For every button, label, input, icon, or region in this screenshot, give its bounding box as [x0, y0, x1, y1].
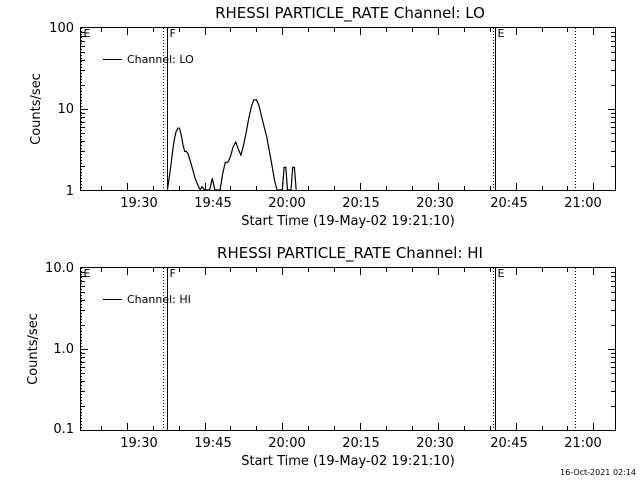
- lo-channel-panel: RHESSI PARTICLE_RATE Channel: LO E F E 1 1…: [29, 4, 616, 229]
- lo-x-tick-label: 19:45: [194, 196, 231, 211]
- lo-x-axis-label: Start Time (19-May-02 19:21:10): [241, 214, 455, 229]
- hi-event-marker-label: E: [498, 267, 505, 280]
- lo-x-tick-label: 21:00: [564, 196, 601, 211]
- generation-timestamp: 16-Oct-2021 02:14: [560, 468, 636, 477]
- lo-y-tick-label: 100: [49, 21, 74, 36]
- lo-x-tick-label: 19:30: [120, 196, 157, 211]
- hi-y-tick-label: 10.0: [45, 261, 74, 276]
- hi-event-marker-label: F: [170, 267, 176, 280]
- lo-chart-title: RHESSI PARTICLE_RATE Channel: LO: [215, 4, 485, 23]
- hi-x-tick-label: 19:45: [194, 436, 231, 451]
- lo-event-marker-label: F: [170, 27, 176, 40]
- lo-y-tick-label: 10: [57, 102, 74, 117]
- lo-series-group: [166, 99, 297, 192]
- hi-y-axis-label: Counts/sec: [26, 313, 41, 385]
- hi-x-tick-label: 20:45: [490, 436, 527, 451]
- lo-legend-label: Channel: LO: [127, 53, 194, 66]
- lo-axis-ticks: [81, 28, 615, 191]
- hi-y-tick-label: 0.1: [53, 422, 74, 437]
- hi-chart-title: RHESSI PARTICLE_RATE Channel: HI: [217, 244, 483, 263]
- lo-x-tick-label: 20:15: [342, 196, 379, 211]
- hi-x-tick-label: 19:30: [120, 436, 157, 451]
- hi-plot-frame: [80, 267, 616, 431]
- hi-x-tick-label: 20:30: [416, 436, 453, 451]
- hi-legend-label: Channel: HI: [127, 293, 191, 306]
- hi-x-tick-label: 21:00: [564, 436, 601, 451]
- hi-x-tick-label: 20:15: [342, 436, 379, 451]
- lo-y-tick-label: 1: [66, 184, 74, 199]
- lo-event-marker-label: E: [84, 27, 91, 40]
- lo-series-line: [166, 99, 297, 192]
- hi-y-tick-label: 1.0: [53, 342, 74, 357]
- lo-event-marker-label: E: [498, 27, 505, 40]
- hi-channel-panel: RHESSI PARTICLE_RATE Channel: HI E F E 0.1…: [26, 244, 616, 469]
- lo-y-axis-label: Counts/sec: [29, 73, 44, 145]
- hi-x-axis-label: Start Time (19-May-02 19:21:10): [241, 454, 455, 469]
- lo-x-tick-label: 20:00: [268, 196, 305, 211]
- lo-x-tick-label: 20:45: [490, 196, 527, 211]
- hi-event-marker-label: E: [84, 267, 91, 280]
- hi-x-tick-label: 20:00: [268, 436, 305, 451]
- lo-plot-frame: [80, 27, 616, 191]
- lo-x-tick-label: 20:30: [416, 196, 453, 211]
